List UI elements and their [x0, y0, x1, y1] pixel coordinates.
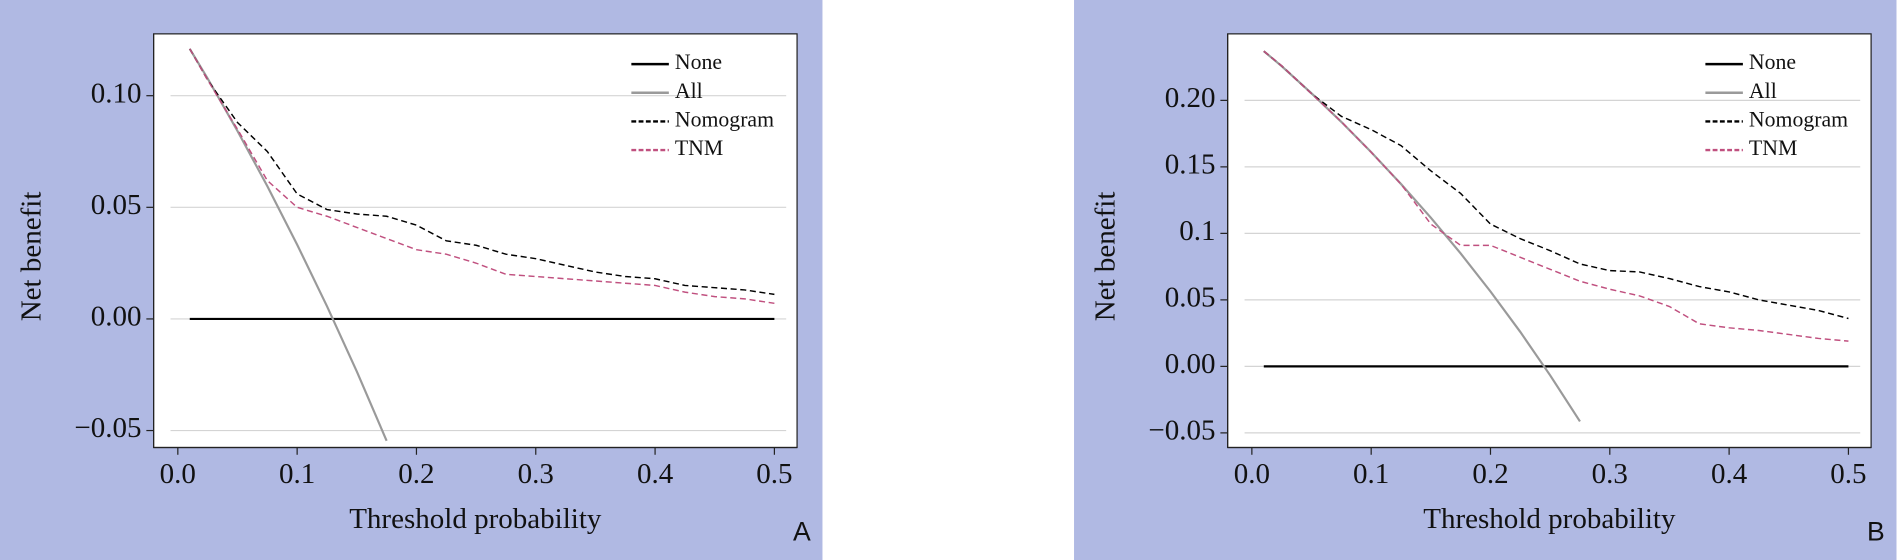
chart-panel: −0.05 0.00 0.05 0.1 0.15 0.20 0.0 0.1 0.2 0.3 0.4 0…: [1074, 0, 1897, 560]
x-tick-label: 0.3: [518, 458, 554, 490]
chart-panel: −0.05 0.00 0.05 0.10 0.0 0.1 0.2 0.3 0.4 0.5 None A…: [0, 0, 823, 560]
legend-label: All: [1749, 79, 1777, 103]
plot-area: [153, 33, 798, 449]
series-line: [1263, 50, 1581, 423]
series-line: [1263, 50, 1849, 320]
panel-label: B: [1867, 516, 1885, 546]
x-tick-label: 0.5: [1830, 458, 1866, 490]
legend-label: TNM: [1749, 136, 1797, 160]
plot-lines: [1263, 50, 1849, 423]
y-tick-label: 0.00: [91, 301, 142, 333]
x-tick-label: 0.1: [279, 458, 315, 490]
series-line: [189, 48, 775, 305]
x-tick-label: 0.1: [1353, 458, 1389, 490]
x-tick-label: 0.0: [160, 458, 196, 490]
x-tick-label: 0.5: [756, 458, 792, 490]
y-tick-label: 0.05: [1165, 282, 1216, 314]
y-tick-label: 0.05: [91, 189, 142, 221]
x-tick-label: 0.4: [1711, 458, 1748, 490]
legend-label: TNM: [675, 136, 723, 160]
y-tick-label: 0.20: [1165, 82, 1216, 114]
y-tick-label: −0.05: [1148, 415, 1215, 447]
y-tick-label: 0.1: [1179, 215, 1215, 247]
legend-label: Nomogram: [1749, 107, 1848, 131]
x-tick-label: 0.4: [637, 458, 674, 490]
y-tick-label: −0.05: [74, 412, 141, 444]
series-line: [189, 48, 775, 296]
x-axis-label: Threshold probability: [349, 503, 602, 535]
y-tick-label: 0.15: [1165, 149, 1216, 181]
series-line: [1263, 50, 1849, 342]
legend-label: None: [1749, 50, 1796, 74]
x-tick-label: 0.2: [398, 458, 434, 490]
x-tick-label: 0.3: [1592, 458, 1628, 490]
legend-label: None: [675, 50, 722, 74]
x-axis-label: Threshold probability: [1423, 503, 1676, 535]
panel-label: A: [793, 516, 811, 546]
y-tick-label: 0.10: [91, 77, 142, 109]
legend-label: Nomogram: [675, 107, 774, 131]
x-tick-label: 0.0: [1234, 458, 1270, 490]
y-tick-label: 0.00: [1165, 348, 1216, 380]
y-axis-label: Net benefit: [16, 192, 48, 322]
legend-label: All: [675, 79, 703, 103]
x-tick-label: 0.2: [1472, 458, 1508, 490]
plot-lines: [188, 48, 775, 442]
y-axis-label: Net benefit: [1090, 192, 1122, 322]
